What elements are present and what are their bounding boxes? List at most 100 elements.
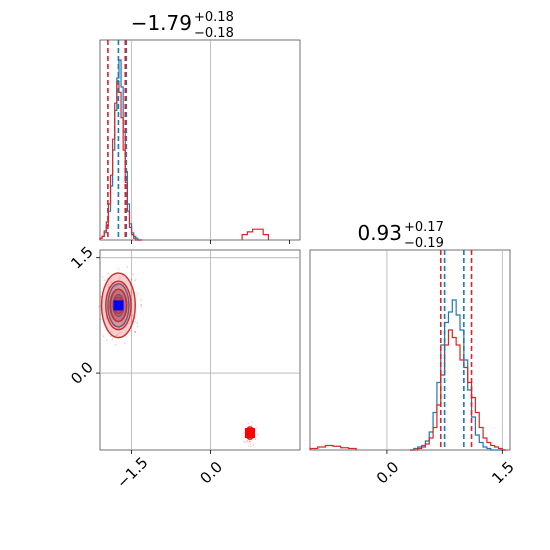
scatter-dot <box>131 314 134 317</box>
scatter-dot <box>115 335 117 337</box>
hist1-blue <box>99 59 143 241</box>
scatter-dot <box>122 309 124 312</box>
scatter-dot <box>110 335 112 338</box>
scatter-dot <box>123 342 126 345</box>
scatter-dot <box>125 285 127 288</box>
scatter-dot <box>250 427 252 430</box>
scatter-dot <box>130 320 133 323</box>
scatter-dot <box>257 433 259 436</box>
scatter-dot <box>108 295 111 298</box>
scatter-dot <box>248 440 251 442</box>
scatter-dot <box>250 424 253 427</box>
param2-title: 0.93 +0.17−0.19 <box>357 220 443 251</box>
scatter-dot <box>108 318 111 320</box>
scatter-dot <box>107 272 110 274</box>
scatter-dot <box>134 331 137 333</box>
scatter-dot <box>117 268 120 271</box>
scatter-dot <box>116 334 119 336</box>
hist2-red <box>410 329 507 451</box>
title-sup: +0.18 <box>194 10 234 25</box>
hist2-blue <box>410 299 507 451</box>
scatter-dot <box>97 305 100 308</box>
scatter-dot <box>99 318 102 321</box>
scatter-dot <box>106 277 109 280</box>
scatter-dot <box>255 426 257 429</box>
scatter-dot <box>130 291 133 294</box>
scatter-dot <box>248 441 251 443</box>
scatter-dot <box>249 434 251 437</box>
scatter-dot <box>129 330 132 332</box>
scatter-dot <box>247 436 250 438</box>
scatter-dot <box>139 299 142 301</box>
scatter-dot <box>128 305 131 307</box>
scatter-dot <box>247 445 250 447</box>
scatter-dot <box>129 284 132 287</box>
scatter-dot <box>126 318 128 321</box>
scatter-dot <box>129 283 132 286</box>
hist2-frame <box>309 249 511 451</box>
scatter-dot <box>254 438 257 440</box>
scatter-dot <box>245 431 248 434</box>
scatter-dot <box>108 286 111 288</box>
scatter-dot <box>124 325 127 328</box>
scatter-dot <box>250 445 252 448</box>
scatter-dot <box>134 279 136 282</box>
scatter-dot <box>244 441 246 444</box>
x-tick-label: 0.0 <box>196 458 226 488</box>
hist1-frame <box>99 39 301 241</box>
scatter-frame <box>99 249 301 451</box>
scatter-dot <box>108 286 110 289</box>
x-tick-label: 0.0 <box>373 458 403 488</box>
scatter-dot <box>126 266 129 268</box>
scatter-dot <box>121 294 123 297</box>
scatter-dot <box>114 285 117 288</box>
scatter-dot <box>243 440 245 443</box>
scatter-dot <box>118 335 120 338</box>
hist1-red-tail <box>241 228 270 240</box>
scatter-dot <box>243 435 246 438</box>
x-tick-label: 1.5 <box>488 458 518 488</box>
y-tick-label: 0.0 <box>67 358 97 388</box>
scatter-dot <box>128 322 131 325</box>
scatter-dot <box>111 331 113 333</box>
scatter-dot <box>100 295 102 298</box>
x-tick-label: −1.5 <box>113 453 151 491</box>
scatter-dot <box>251 430 254 432</box>
scatter-dot <box>110 281 113 284</box>
scatter-panel <box>97 266 259 448</box>
hist1-red <box>99 81 143 241</box>
scatter-dot <box>118 303 121 306</box>
title-main: −1.79 <box>131 11 192 35</box>
scatter-dot <box>108 306 110 308</box>
scatter-dot <box>114 325 117 327</box>
scatter-dot <box>251 421 253 423</box>
title-main: 0.93 <box>357 221 402 245</box>
scatter-dot <box>129 303 131 305</box>
scatter-dot <box>246 430 248 433</box>
scatter-dot <box>135 320 137 323</box>
scatter-dot <box>111 338 114 341</box>
scatter-dot <box>250 432 253 435</box>
scatter-dot <box>101 276 104 278</box>
scatter-dot <box>119 331 121 334</box>
scatter-dot <box>119 277 121 280</box>
scatter-dot <box>133 330 136 333</box>
scatter-dot <box>136 325 139 328</box>
scatter-dot <box>247 422 250 425</box>
scatter-dot <box>121 309 123 312</box>
scatter-dot <box>109 318 111 320</box>
scatter-dot <box>115 313 118 316</box>
scatter-dot <box>109 277 111 280</box>
scatter-dot <box>140 303 142 306</box>
scatter-dot <box>135 278 137 281</box>
scatter-dot <box>122 273 124 276</box>
scatter-dot <box>249 442 252 445</box>
scatter-dot <box>134 331 136 333</box>
scatter-dot <box>129 296 131 299</box>
y-tick-label: 1.5 <box>67 243 97 273</box>
scatter-dot <box>113 323 115 326</box>
scatter-dot <box>106 294 108 297</box>
scatter-dot <box>118 326 121 329</box>
scatter-dot <box>132 273 134 276</box>
